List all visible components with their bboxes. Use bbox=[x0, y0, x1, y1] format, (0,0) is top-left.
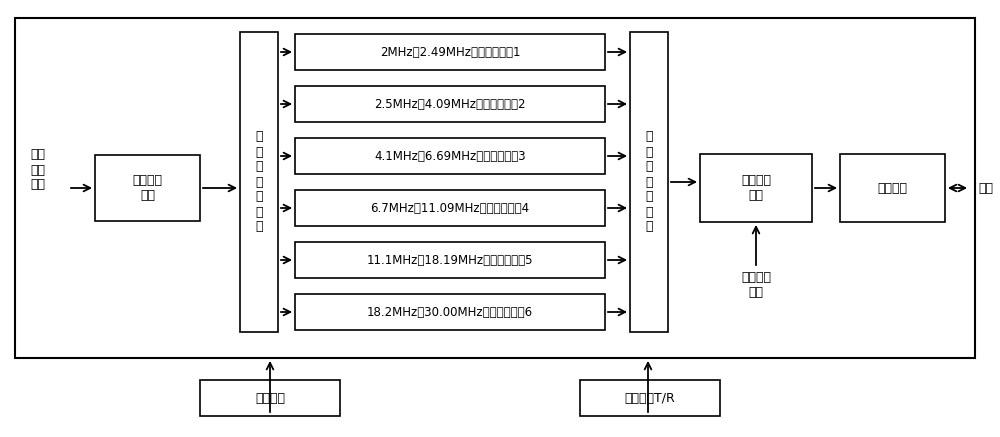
Text: 18.2MHz～30.00MHz低通滤波支路6: 18.2MHz～30.00MHz低通滤波支路6 bbox=[367, 305, 533, 319]
Text: 收发开关
电路: 收发开关 电路 bbox=[741, 174, 771, 202]
Bar bbox=[295, 190, 605, 226]
Text: 11.1MHz～18.19MHz低通滤波支路5: 11.1MHz～18.19MHz低通滤波支路5 bbox=[367, 253, 533, 267]
Bar bbox=[295, 242, 605, 278]
Bar bbox=[580, 380, 720, 416]
Text: 信号
输入
端口: 信号 输入 端口 bbox=[30, 149, 46, 191]
Bar bbox=[295, 294, 605, 330]
Bar bbox=[295, 34, 605, 70]
Text: 天线: 天线 bbox=[978, 181, 993, 194]
Bar bbox=[200, 380, 340, 416]
Text: 多
选
一
射
频
开
关: 多 选 一 射 频 开 关 bbox=[645, 131, 653, 233]
Text: 多
选
一
射
频
开
关: 多 选 一 射 频 开 关 bbox=[255, 131, 263, 233]
Text: 控制端口T/R: 控制端口T/R bbox=[625, 392, 675, 405]
Bar bbox=[630, 32, 668, 332]
Text: 信号接收
端口: 信号接收 端口 bbox=[741, 271, 771, 299]
Text: 定耦电路: 定耦电路 bbox=[878, 181, 908, 194]
Text: 4.1MHz～6.69MHz低通滤波支路3: 4.1MHz～6.69MHz低通滤波支路3 bbox=[374, 149, 526, 163]
Bar bbox=[295, 86, 605, 122]
Text: 2MHz～2.49MHz低通滤波支路1: 2MHz～2.49MHz低通滤波支路1 bbox=[380, 45, 520, 59]
Bar bbox=[700, 154, 812, 222]
Text: 供电电路: 供电电路 bbox=[255, 392, 285, 405]
Bar bbox=[840, 154, 945, 222]
Bar bbox=[95, 155, 200, 221]
Text: 2.5MHz～4.09MHz低通滤波支路2: 2.5MHz～4.09MHz低通滤波支路2 bbox=[374, 97, 526, 111]
Bar bbox=[295, 138, 605, 174]
Bar bbox=[15, 18, 975, 358]
Text: 6.7MHz～11.09MHz低通滤波支路4: 6.7MHz～11.09MHz低通滤波支路4 bbox=[370, 201, 530, 215]
Bar bbox=[240, 32, 278, 332]
Text: 功率放大
电路: 功率放大 电路 bbox=[132, 174, 162, 202]
